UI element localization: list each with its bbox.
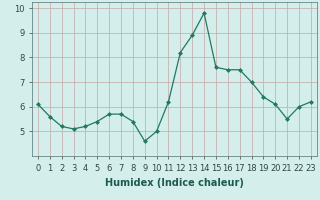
X-axis label: Humidex (Indice chaleur): Humidex (Indice chaleur) — [105, 178, 244, 188]
